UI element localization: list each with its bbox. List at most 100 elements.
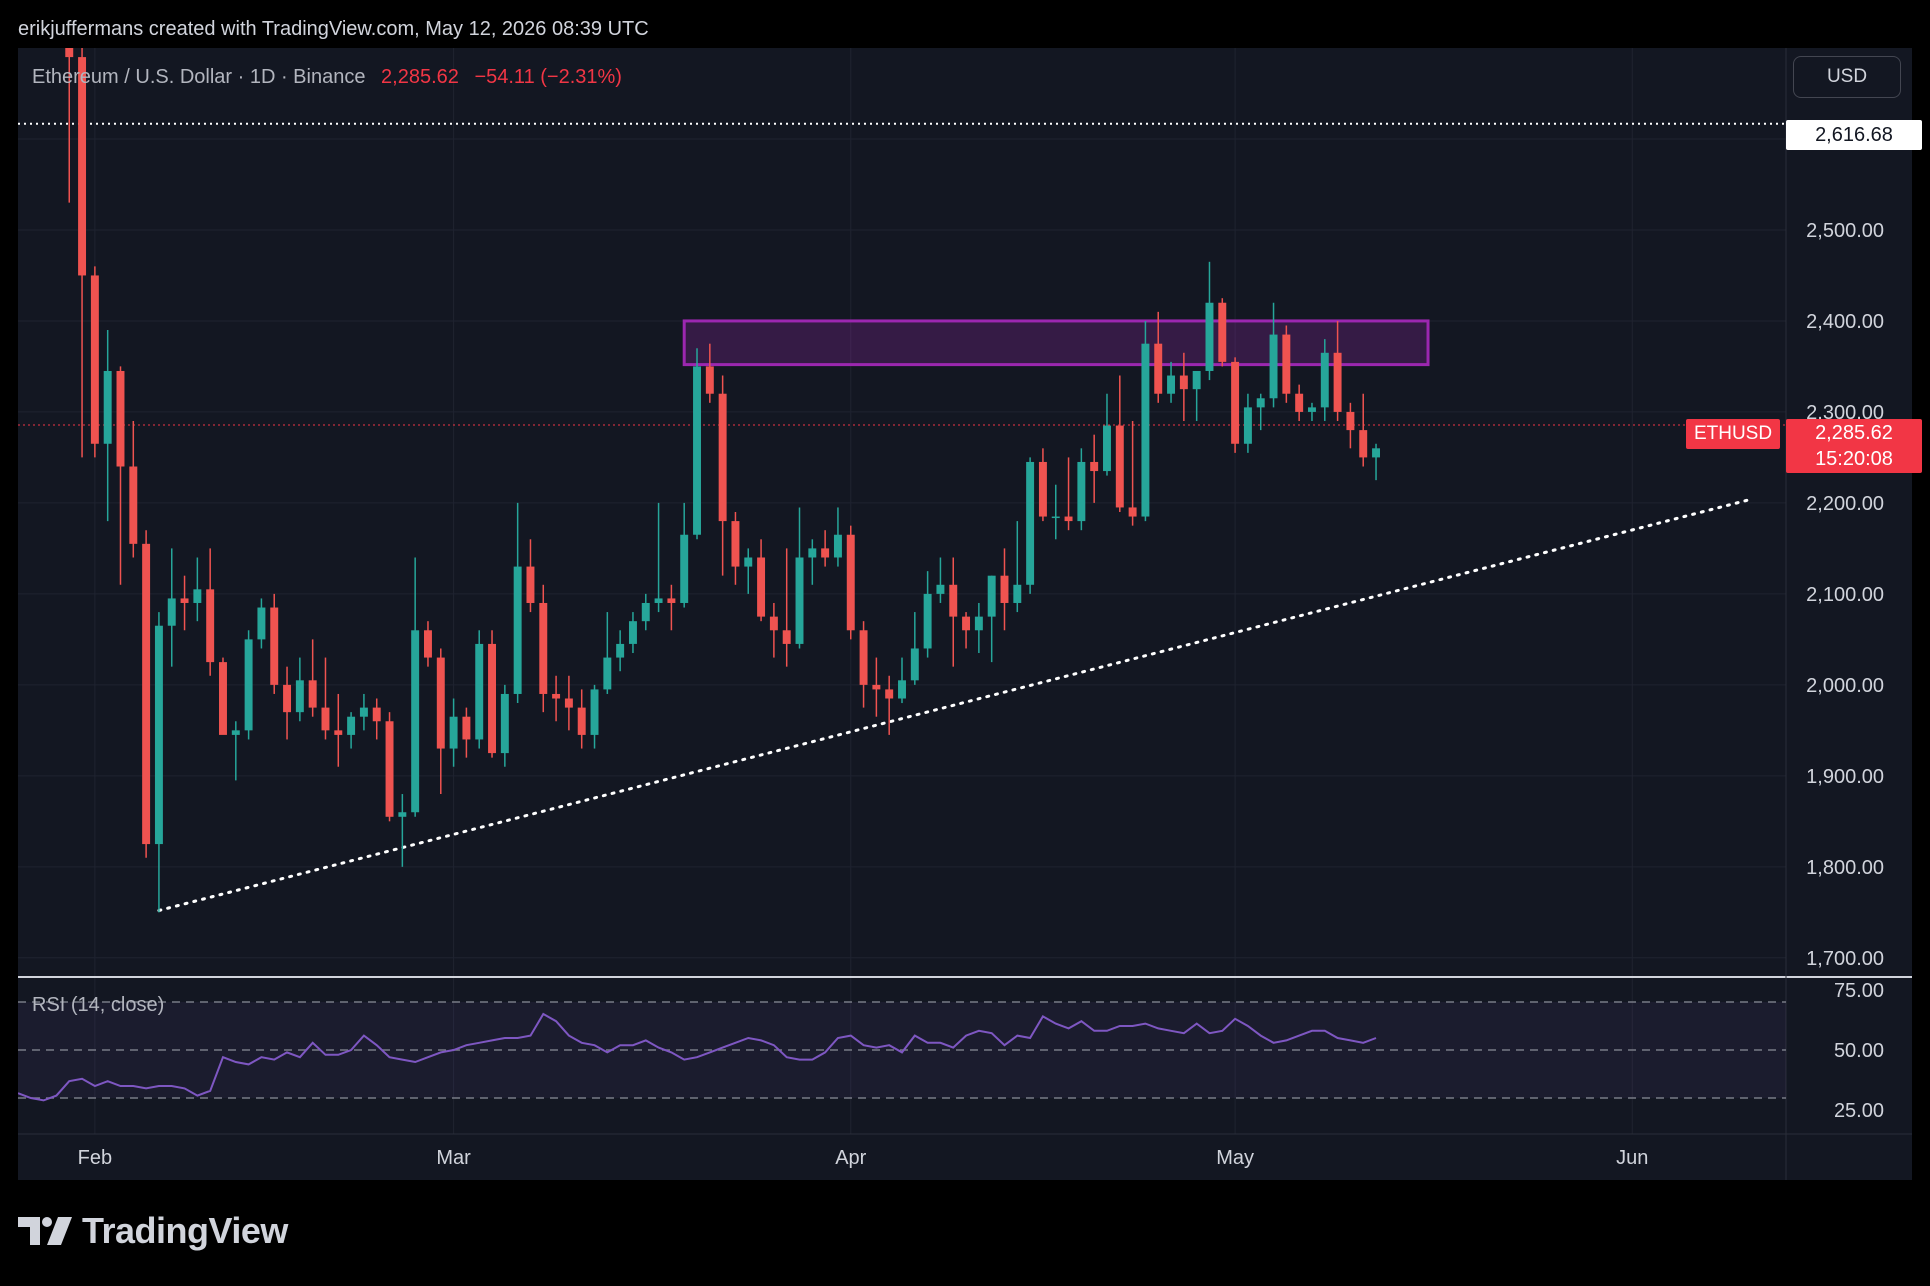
candle (846, 525, 855, 640)
candle (462, 707, 471, 758)
candle (564, 675, 573, 731)
candle (359, 693, 368, 731)
candle (1013, 521, 1022, 613)
chart-svg[interactable]: 1,700.00 1,800.00 1,900.00 2,000.00 2,100.00… (18, 48, 1912, 1180)
candle (1141, 320, 1150, 522)
candle-body (1269, 334, 1278, 399)
candle (936, 557, 945, 603)
candle-body (1000, 575, 1009, 603)
candle-body (449, 716, 458, 749)
legend-symbol[interactable]: Ethereum / U.S. Dollar · 1D · Binance (32, 66, 366, 88)
candle (808, 539, 817, 585)
candle (718, 375, 727, 576)
candle (667, 584, 676, 631)
candle-body (423, 630, 432, 658)
candle-body (1372, 448, 1381, 458)
candle (872, 657, 881, 717)
candle (641, 593, 650, 631)
candle-body (590, 689, 599, 735)
candle (398, 794, 407, 867)
candle-body (718, 393, 727, 522)
candle-body (641, 602, 650, 622)
time-axis-tick-label: Jun (1616, 1147, 1648, 1169)
candle (1115, 375, 1124, 512)
candle (65, 48, 74, 203)
candle-body (795, 557, 804, 644)
candle-body (154, 625, 163, 845)
candle-body (1128, 507, 1137, 517)
candle (1205, 261, 1214, 381)
candle-body (1141, 343, 1150, 517)
candle-body (1064, 516, 1073, 522)
candle (180, 575, 189, 631)
rsi-axis-tick-label: 75.00 (1834, 980, 1884, 1002)
candle-body (411, 630, 420, 813)
candle-body (1243, 407, 1252, 444)
candle (539, 584, 548, 713)
candle-body (693, 366, 701, 535)
candle (1231, 357, 1240, 453)
candle (1167, 361, 1176, 403)
candle (475, 630, 484, 749)
candle-body (1038, 461, 1047, 517)
candle-body (821, 548, 830, 558)
candle (167, 548, 176, 667)
candle-body (1295, 393, 1304, 412)
candle (1269, 302, 1278, 408)
candle (449, 698, 458, 767)
last-price-value: 2,285.62 (1815, 422, 1893, 444)
symbol-legend: Ethereum / U.S. Dollar · 1D · Binance 2,… (32, 66, 622, 89)
candle-body (603, 657, 612, 690)
last-price-label: 2,285.62 15:20:08 (1786, 419, 1922, 473)
rsi-legend[interactable]: RSI (14, close) (32, 994, 165, 1016)
candle (411, 557, 420, 817)
time-axis-tick-label: Feb (78, 1147, 112, 1169)
candle-body (1282, 334, 1291, 394)
candle (859, 621, 868, 708)
candle-body (564, 698, 573, 708)
candle (193, 557, 202, 622)
candle (257, 598, 266, 649)
candle-body (308, 680, 317, 708)
candle-body (1026, 461, 1035, 585)
candle (334, 693, 343, 767)
candle (78, 48, 87, 458)
candle (923, 571, 932, 658)
candle-body (257, 607, 266, 640)
candle (488, 630, 497, 758)
candle-body (923, 593, 932, 649)
candle-body (846, 534, 855, 631)
candle-body (1179, 375, 1188, 390)
candle-body (1013, 584, 1022, 603)
candle-body (116, 370, 125, 467)
candle (590, 684, 599, 749)
candle (1256, 393, 1265, 431)
candle-body (180, 598, 189, 603)
candle-body (475, 643, 484, 740)
candle-body (949, 584, 958, 617)
candle-body (231, 730, 240, 735)
tradingview-logo[interactable]: TradingView (18, 1210, 288, 1252)
candle (206, 548, 215, 676)
candle (628, 612, 637, 654)
candle-body (1218, 302, 1227, 362)
candle (705, 343, 714, 403)
candle-body (334, 730, 343, 735)
candle-body (680, 534, 689, 603)
candle-body (616, 643, 625, 658)
candle (436, 648, 445, 795)
candle-body (769, 616, 778, 631)
candle-body (283, 684, 292, 713)
currency-button[interactable]: USD (1793, 56, 1901, 98)
candle-body (488, 643, 497, 754)
rsi-axis-tick-label: 50.00 (1834, 1040, 1884, 1062)
candle-body (1346, 411, 1355, 431)
candle-body (859, 630, 868, 685)
candle (283, 666, 292, 740)
candle-body (1167, 375, 1176, 394)
candle-body (103, 370, 112, 444)
candle-body (1103, 425, 1111, 472)
candle-body (129, 466, 138, 544)
candle-body (167, 598, 176, 626)
tradingview-logo-text: TradingView (82, 1210, 288, 1251)
